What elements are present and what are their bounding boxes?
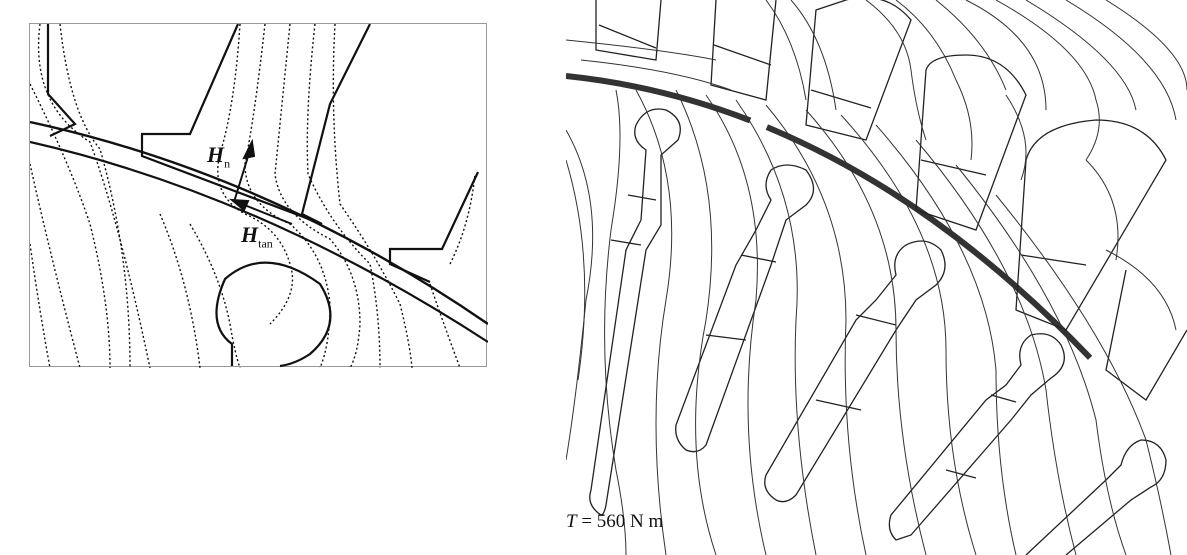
flux-plot-panel [566, 0, 1187, 555]
htan-label: Htan [241, 222, 273, 251]
hn-arrowhead [242, 138, 256, 160]
htan-arrowhead [229, 198, 250, 212]
air-gap-detail-drawing [30, 24, 488, 368]
air-gap-line-upper [30, 140, 488, 343]
rotor-bar-5 [1025, 439, 1167, 555]
rotor-bar-1 [589, 108, 681, 516]
stator-slot-5 [1015, 119, 1167, 331]
stator-tooth-right [388, 171, 479, 284]
detail-panel: Hn Htan [29, 23, 488, 368]
htan-arrow [241, 203, 293, 225]
torque-label: T = 560 N m [566, 511, 664, 532]
flux-lines-left [30, 24, 476, 368]
stator-tooth-left [46, 24, 77, 137]
stator-slot-4 [915, 54, 1027, 231]
stator-slot-6 [1105, 269, 1187, 401]
rotor-bar-2 [675, 164, 815, 453]
flux-plot-drawing [566, 0, 1187, 555]
rotor-bar-4 [888, 333, 1065, 541]
flux-lines-right [566, 0, 1187, 555]
stator-slot-2 [710, 0, 777, 101]
rotor-slot [215, 261, 332, 368]
air-gap-line-lower [30, 120, 488, 325]
rotor-bar-3 [764, 240, 946, 503]
stator-slot-3 [805, 0, 912, 141]
air-gap-arc [566, 73, 1174, 452]
stator-slot-1 [595, 0, 662, 61]
hn-arrow [233, 149, 251, 203]
hn-label: Hn [207, 142, 231, 171]
stator-tooth-middle [140, 24, 371, 226]
